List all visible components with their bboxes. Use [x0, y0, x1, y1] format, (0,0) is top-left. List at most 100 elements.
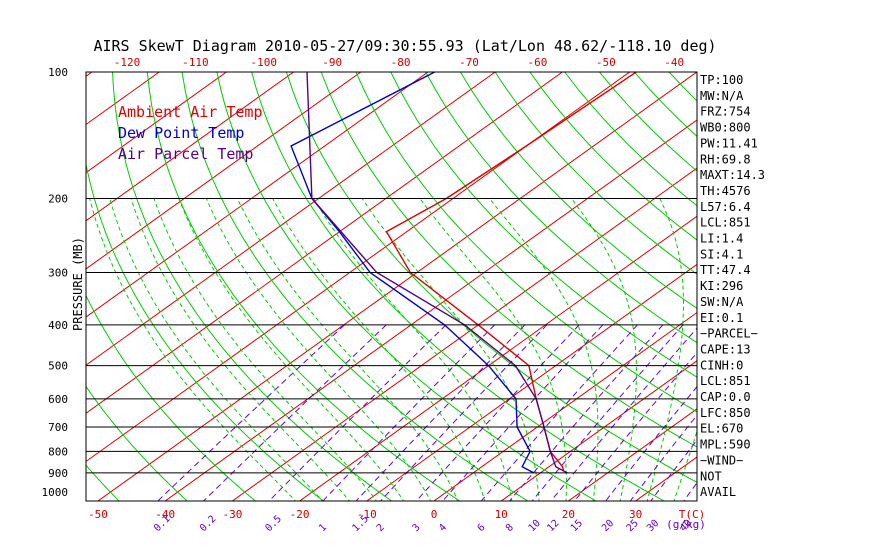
pressure-tick-label: 1000 [42, 486, 69, 499]
isobar-lines [86, 197, 697, 474]
moist-adiabat-line [571, 198, 637, 501]
isotherm-line [86, 72, 497, 366]
parameter-line: MAXT:14.3 [700, 168, 765, 182]
top-temp-tick-label: -120 [114, 56, 141, 69]
parameter-line: FRZ:754 [700, 105, 751, 119]
top-temp-tick-label: -50 [596, 56, 616, 69]
top-temp-tick-label: -80 [391, 56, 411, 69]
isotherm-line [86, 72, 429, 318]
parameter-line: −PARCEL− [700, 327, 758, 341]
parameter-line: NOT [700, 469, 722, 483]
mixing-ratio-label: 2 [375, 522, 387, 534]
dry-adiabat-line [843, 72, 870, 503]
top-temp-tick-label: -70 [459, 56, 479, 69]
plot-frame [85, 71, 698, 502]
pressure-tick-labels: 100 200 300 400 500 600 700 800 900 1000 [42, 66, 69, 499]
pressure-tick-label: 300 [48, 266, 68, 279]
isotherm-line [835, 53, 870, 503]
pressure-tick-label: 100 [48, 66, 68, 79]
pressure-tick-label: 200 [48, 193, 68, 206]
isotherm-line [433, 311, 697, 501]
mixing-ratio-label: 30 [645, 518, 661, 534]
moist-adiabat-line [153, 198, 378, 501]
mixing-ratio-label: 1 [317, 522, 329, 534]
pressure-tick-label: 400 [48, 319, 68, 332]
legend-entry: Dew Point Temp [118, 124, 244, 142]
parameter-line: EI:0.1 [700, 311, 743, 325]
moist-adiabat-line [272, 198, 486, 501]
parameter-line: −WIND− [700, 453, 743, 467]
parameter-line: SW:N/A [700, 295, 744, 309]
mixing-ratio-label: 12 [545, 518, 561, 534]
top-temp-tick-label: -110 [182, 56, 209, 69]
mixing-ratio-label: 10 [527, 518, 543, 534]
mixing-ratio-line [355, 324, 526, 501]
dry-adiabat-line [355, 72, 697, 413]
dry-adiabat-line [425, 72, 697, 344]
mixing-ratio-line [480, 324, 638, 501]
x-unit-label: T(C) [679, 508, 706, 521]
isotherm-line [86, 72, 362, 270]
parameter-line: LFC:850 [700, 406, 751, 420]
legend-entry: Ambient Air Temp [118, 103, 263, 121]
mixing-ratio-unit-label: (g/kg) [666, 518, 706, 531]
moist-adiabat-line [89, 198, 297, 501]
isotherm-line [634, 456, 697, 501]
moist-adiabat-line [313, 198, 513, 501]
isotherm-line [0, 53, 52, 503]
dry-adiabat-line [0, 72, 53, 503]
moist-adiabat-line [205, 198, 432, 501]
dry-adiabat-line [251, 72, 666, 501]
mixing-ratio-line [157, 324, 345, 501]
bottom-temp-tick-label: -30 [222, 508, 242, 521]
mixing-ratio-label: 0.2 [198, 514, 219, 535]
mixing-ratio-label: 4 [437, 522, 449, 534]
isotherm-line [86, 72, 564, 414]
pressure-tick-label: 800 [48, 445, 68, 458]
top-temp-tick-label: -90 [322, 56, 342, 69]
moist-adiabat-line [178, 198, 405, 501]
isotherm-line [567, 408, 697, 501]
legend-entry: Air Parcel Temp [118, 145, 253, 163]
isotherm-line [86, 72, 295, 222]
isotherm-line [365, 263, 697, 501]
isotherm-line [231, 167, 697, 501]
isotherm-line [86, 72, 228, 174]
bottom-temp-tick-label: 30 [629, 508, 642, 521]
parameter-line: CAPE:13 [700, 342, 751, 356]
bottom-temp-tick-label: -40 [155, 508, 175, 521]
mixing-ratio-line [573, 351, 697, 501]
parameter-line: WB0:800 [700, 121, 751, 135]
mixing-ratio-line [531, 324, 684, 501]
mixing-ratio-line [650, 439, 697, 501]
isotherm-line [768, 53, 870, 503]
mixing-ratio-line [508, 324, 664, 501]
parameter-line: EL:670 [700, 422, 743, 436]
isotherm-line [164, 119, 697, 501]
parameter-line: LCL:851 [700, 374, 751, 388]
mixing-ratio-label: 20 [600, 518, 616, 534]
mixing-ratio-line [442, 324, 604, 501]
moist-adiabat-line [130, 198, 351, 501]
dry-adiabat-line [285, 72, 697, 483]
series-line-dew-point-temp [290, 72, 535, 474]
bottom-temp-tick-label: -50 [88, 508, 108, 521]
mixing-ratio-line [629, 414, 697, 501]
series-line-air-parcel-temp [306, 72, 568, 474]
moist-adiabat-line [236, 198, 459, 501]
top-temp-tick-label: -40 [664, 56, 684, 69]
bottom-temp-tick-label: 20 [562, 508, 575, 521]
parameter-line: TH:4576 [700, 184, 751, 198]
pressure-tick-label: 900 [48, 467, 68, 480]
parameter-line: CAP:0.0 [700, 390, 751, 404]
dry-adiabat-line [459, 72, 697, 309]
mixing-ratio-line [268, 324, 447, 501]
isotherm-line [86, 72, 631, 463]
parameter-line: MPL:590 [700, 438, 751, 452]
dry-adiabat-line [739, 72, 870, 503]
dry-adiabat-line [773, 72, 870, 503]
legend: Ambient Air Temp Dew Point Temp Air Parcel… [118, 103, 263, 163]
parameter-line: RH:69.8 [700, 152, 751, 166]
